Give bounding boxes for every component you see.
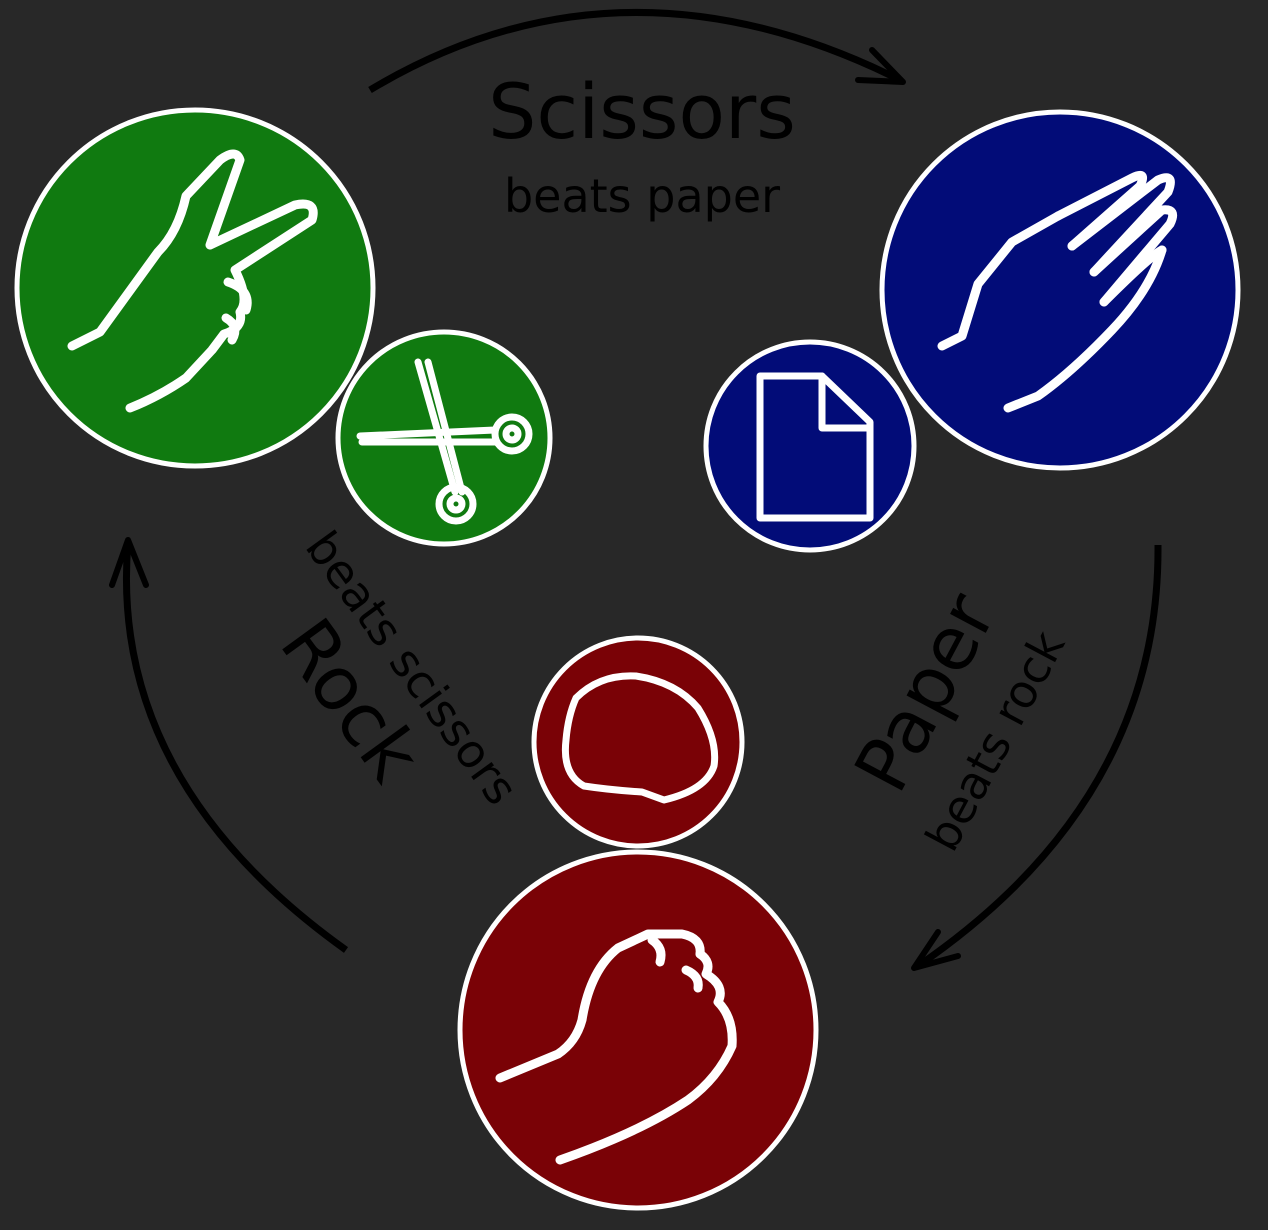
document-icon — [756, 372, 874, 522]
paper-label: Paper beats rock — [838, 579, 1075, 859]
scissors-symbol-circle — [335, 329, 553, 547]
stone-icon — [561, 672, 719, 804]
scissors-label: Scissors beats paper — [488, 67, 796, 223]
scissors-title: Scissors — [488, 67, 796, 156]
rock-hand-badge — [457, 849, 819, 1211]
rock-label: Rock beats scissors — [263, 521, 528, 814]
rock-symbol-badge — [531, 635, 745, 849]
rock-hand-circle — [457, 849, 819, 1211]
scissors-hand-circle — [14, 107, 376, 469]
arrow-rock-to-scissors — [109, 537, 349, 953]
paper-symbol-badge — [703, 339, 917, 553]
fist-icon — [495, 929, 737, 1165]
scissors-icon — [356, 358, 533, 525]
paper-hand-circle — [879, 109, 1241, 471]
arrow-paper-to-rock — [911, 544, 1162, 971]
open-hand-icon — [937, 170, 1178, 413]
scissors-symbol-badge — [335, 329, 553, 547]
peace-sign-hand-icon — [67, 149, 318, 413]
scissors-subtitle: beats paper — [504, 169, 780, 223]
arrow-scissors-to-paper — [368, 8, 906, 94]
scissors-hand-badge — [14, 107, 376, 469]
paper-hand-badge — [879, 109, 1241, 471]
